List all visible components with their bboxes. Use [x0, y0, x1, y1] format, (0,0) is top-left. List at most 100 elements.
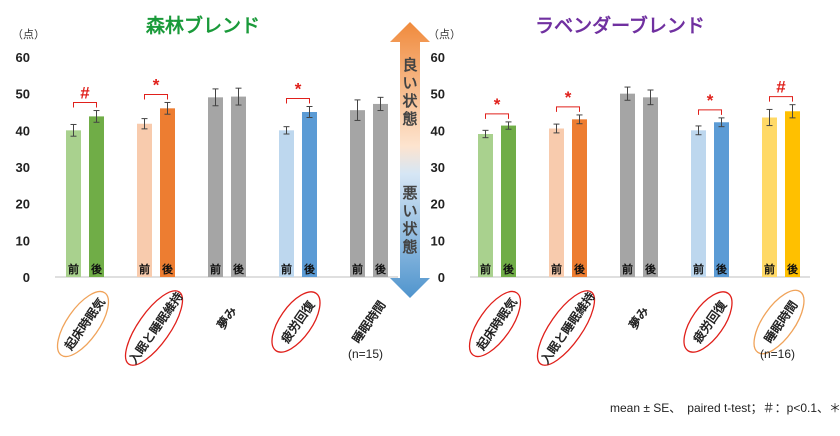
bar-after	[160, 108, 175, 277]
bar-after	[714, 122, 729, 278]
category-highlight-ellipse	[753, 289, 805, 355]
arrow-char: 状	[402, 92, 418, 110]
bar-after	[572, 119, 587, 277]
bar-after	[501, 125, 516, 277]
significance-mark: #	[80, 84, 90, 103]
bar-label-after: 後	[503, 262, 515, 276]
category-label: 疲労回復	[278, 297, 318, 346]
y-axis-unit: （点）	[428, 28, 461, 41]
category-highlight-ellipse	[124, 290, 184, 366]
bar-before	[691, 130, 706, 277]
y-tick-label: 40	[431, 123, 445, 138]
bar-label-after: 後	[91, 262, 103, 276]
significance-bracket	[698, 109, 722, 115]
y-tick-label: 30	[431, 160, 445, 175]
y-tick-label: 20	[16, 197, 30, 212]
bar-after	[231, 96, 246, 277]
category-highlight-ellipse	[468, 290, 522, 358]
category-label: 起床時眠気	[61, 295, 108, 354]
bar-label-before: 前	[764, 262, 775, 276]
category-label: 夢み	[214, 304, 240, 332]
significance-mark: *	[153, 75, 160, 94]
y-tick-label: 60	[16, 50, 30, 65]
category-highlight-ellipse	[271, 291, 321, 353]
arrow-char: 悪	[402, 184, 417, 202]
y-tick-label: 10	[431, 233, 445, 248]
bar-after	[785, 111, 800, 278]
y-axis-unit: （点）	[12, 28, 45, 41]
category-label: 起床時眠気	[473, 295, 520, 354]
bar-before	[549, 128, 564, 277]
arrow-char: 態	[402, 110, 417, 128]
bar-before	[350, 110, 365, 278]
bar-label-before: 前	[210, 262, 221, 276]
bar-before	[279, 130, 294, 277]
category-label: 疲労回復	[690, 297, 730, 346]
category-label: 夢み	[626, 304, 652, 332]
bar-before	[620, 93, 635, 278]
arrow-char: い	[402, 202, 417, 220]
significance-mark: #	[776, 78, 786, 97]
y-tick-label: 0	[438, 270, 445, 285]
y-tick-label: 60	[431, 50, 445, 65]
significance-mark: *	[565, 88, 572, 107]
significance-mark: *	[295, 80, 302, 99]
bar-label-before: 前	[622, 262, 633, 276]
category-label: 睡眠時間	[761, 298, 801, 346]
y-tick-label: 50	[16, 87, 30, 102]
bar-before	[208, 97, 223, 277]
significance-bracket	[485, 113, 509, 119]
significance-mark: *	[707, 91, 714, 110]
bar-after	[89, 116, 104, 278]
bar-label-after: 後	[304, 262, 316, 276]
bar-before	[66, 130, 81, 277]
bar-label-after: 後	[233, 262, 245, 276]
bar-label-before: 前	[551, 262, 562, 276]
bar-before	[478, 134, 493, 277]
significance-mark: *	[494, 95, 501, 114]
bar-label-after: 後	[645, 262, 657, 276]
category-highlight-ellipse	[536, 290, 596, 366]
bar-label-after: 後	[162, 262, 174, 276]
bar-after	[643, 97, 658, 277]
bar-label-after: 後	[375, 262, 387, 276]
bar-label-before: 前	[139, 262, 150, 276]
significance-bracket	[73, 102, 97, 108]
y-tick-label: 20	[431, 197, 445, 212]
arrow-char: 態	[402, 238, 417, 256]
chart-title: 森林ブレンド	[146, 14, 260, 37]
bar-label-after: 後	[787, 262, 799, 276]
arrow-char: 状	[402, 220, 418, 238]
y-tick-label: 50	[431, 87, 445, 102]
bar-label-before: 前	[281, 262, 292, 276]
chart-title: ラベンダーブレンド	[535, 14, 705, 37]
significance-bracket	[769, 96, 793, 102]
sample-size-label: (n=16)	[760, 347, 795, 361]
category-highlight-ellipse	[683, 291, 733, 353]
category-label: 入眠と睡眠維持	[125, 289, 185, 366]
significance-bracket	[286, 98, 310, 104]
bar-label-before: 前	[480, 262, 491, 276]
y-tick-label: 0	[23, 270, 30, 285]
arrow-char: い	[402, 74, 417, 92]
category-label: 睡眠時間	[349, 298, 389, 346]
footnote: mean ± SE、 paired t-test；＃：p<0.1、＊：p<0.0…	[610, 401, 840, 415]
bar-label-after: 後	[574, 262, 586, 276]
sample-size-label: (n=15)	[348, 347, 383, 361]
significance-bracket	[556, 106, 580, 112]
category-label: 入眠と睡眠維持	[537, 289, 597, 366]
bar-after	[302, 112, 317, 277]
category-highlight-ellipse	[56, 290, 110, 358]
y-tick-label: 30	[16, 160, 30, 175]
bar-before	[137, 123, 152, 277]
bar-label-after: 後	[716, 262, 728, 276]
significance-bracket	[144, 93, 168, 100]
bar-label-before: 前	[693, 262, 704, 276]
y-tick-label: 10	[16, 233, 30, 248]
bar-after	[373, 103, 388, 277]
